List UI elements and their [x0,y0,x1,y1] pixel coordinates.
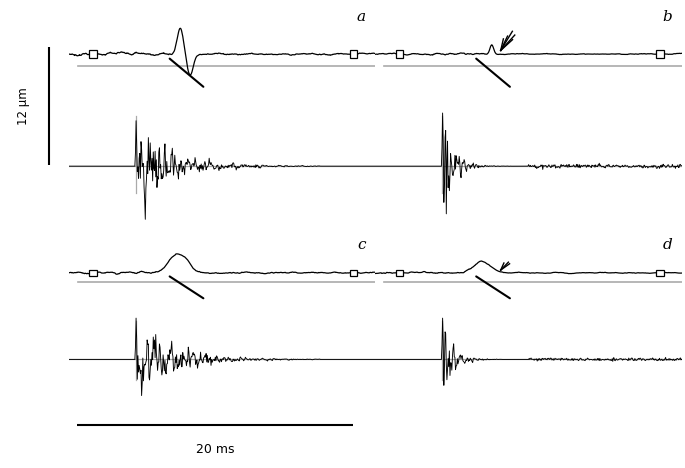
Text: a: a [357,10,366,24]
Text: d: d [662,238,673,252]
Text: c: c [358,238,366,252]
Bar [656,50,664,58]
Bar [89,50,97,58]
Bar [656,270,664,276]
Text: 20 ms: 20 ms [196,443,234,456]
Bar [350,270,358,276]
Text: 12 μm: 12 μm [16,87,29,125]
Bar [396,270,403,276]
Bar [396,50,403,58]
Bar [89,270,97,276]
Text: b: b [662,10,673,24]
Bar [350,50,358,58]
